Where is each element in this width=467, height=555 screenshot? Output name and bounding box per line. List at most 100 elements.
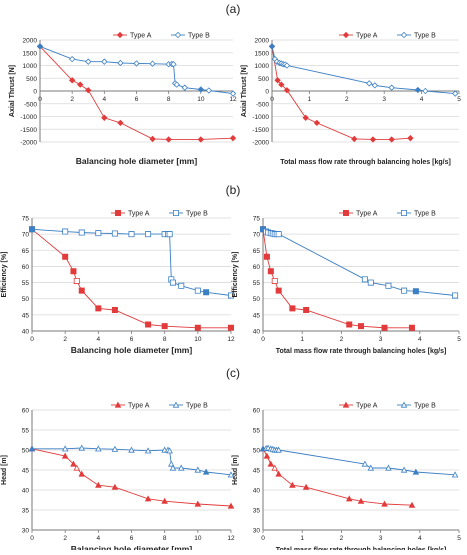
legend-marker — [115, 210, 121, 216]
y-tick-label: 55 — [253, 280, 261, 287]
data-point — [62, 253, 69, 260]
data-point — [414, 86, 422, 94]
y-tick-label: 65 — [22, 248, 30, 255]
series-line-type-b — [39, 45, 234, 95]
data-point — [95, 445, 102, 452]
data-point — [194, 466, 202, 473]
data-point — [169, 464, 177, 471]
x-tick-label: 12 — [227, 336, 235, 343]
x-tick-label: 1 — [308, 96, 312, 103]
panel-label-c: (c) — [226, 366, 240, 380]
x-axis-title: Balancing hole diameter [mm] — [71, 345, 193, 355]
x-tick-label: 3 — [379, 336, 383, 343]
data-point — [85, 87, 92, 94]
x-tick-label: 8 — [167, 96, 171, 103]
x-tick-label: 8 — [163, 535, 167, 542]
data-point — [181, 84, 188, 91]
chart-3: 40 45 50 55 60 65 70 75 0 2 4 6 8 10 12 Balancing hole … — [1, 210, 235, 355]
data-point — [385, 282, 392, 289]
data-point — [61, 452, 69, 459]
data-point — [275, 231, 282, 238]
legend-label: Type B — [186, 211, 208, 218]
data-point — [177, 464, 185, 471]
legend-label: Type B — [414, 403, 436, 410]
legend-label: Type B — [188, 33, 210, 40]
x-tick-label: 4 — [97, 336, 101, 343]
y-tick-label: 45 — [22, 468, 30, 475]
data-point — [78, 229, 85, 236]
y-tick-label: -1500 — [252, 127, 269, 134]
data-point — [101, 58, 108, 65]
data-point — [357, 497, 365, 504]
data-point — [133, 60, 140, 67]
data-point — [128, 231, 135, 238]
data-point — [408, 324, 415, 331]
x-tick-label: 2 — [63, 535, 67, 542]
y-tick-label: 55 — [22, 280, 30, 287]
y-tick-label: 40 — [22, 488, 30, 495]
y-tick-label: 1500 — [23, 50, 38, 57]
y-tick-label: 60 — [253, 408, 261, 415]
data-point — [170, 61, 177, 68]
y-tick-label: 50 — [22, 448, 30, 455]
data-point — [194, 500, 202, 507]
x-tick-label: 10 — [197, 96, 205, 103]
legend-marker — [116, 31, 124, 39]
x-tick-label: 10 — [194, 336, 202, 343]
data-point — [400, 466, 408, 473]
data-point — [313, 119, 321, 127]
data-point — [95, 305, 102, 312]
y-tick-label: 50 — [253, 296, 261, 303]
data-point — [345, 495, 353, 502]
data-point — [111, 307, 118, 314]
data-point — [166, 447, 173, 454]
x-tick-label: 8 — [163, 336, 167, 343]
y-tick-label: 35 — [22, 508, 30, 515]
data-point — [267, 460, 275, 467]
legend-marker — [400, 31, 408, 39]
panel-label-a: (a) — [226, 2, 241, 16]
y-tick-label: 45 — [253, 312, 261, 319]
series-line-type-a — [39, 46, 234, 140]
series-line-type-b — [262, 228, 456, 296]
series-line-type-a — [262, 229, 412, 329]
data-point — [283, 87, 291, 94]
panel-label-b: (b) — [226, 183, 241, 197]
series-line-type-b — [31, 228, 232, 296]
legend-label: Type A — [356, 211, 378, 218]
y-tick-label: 30 — [253, 528, 261, 535]
data-point — [227, 502, 235, 509]
data-point — [263, 253, 270, 260]
x-tick-label: 12 — [227, 535, 235, 542]
y-tick-label: 50 — [253, 448, 261, 455]
data-point — [358, 323, 364, 330]
y-axis-title: Efficiency [%] — [1, 252, 8, 298]
x-tick-label: 3 — [379, 535, 383, 542]
y-tick-label: 30 — [22, 528, 30, 535]
y-axis-title: Head [m] — [232, 455, 239, 485]
legend-label: Type A — [356, 403, 378, 410]
data-point — [111, 445, 119, 452]
y-tick-label: -1000 — [252, 114, 269, 121]
y-tick-label: 500 — [258, 76, 269, 83]
data-point — [412, 468, 420, 475]
data-point — [303, 307, 310, 314]
x-axis-title: Balancing hole diameter [mm] — [71, 544, 193, 550]
legend-marker — [174, 31, 182, 39]
x-tick-label: 5 — [457, 336, 461, 343]
legend-marker — [173, 210, 179, 216]
data-point — [367, 464, 375, 471]
data-point — [70, 268, 77, 275]
legend-marker — [342, 31, 350, 39]
x-tick-label: 4 — [103, 96, 107, 103]
data-point — [73, 277, 80, 284]
data-point — [407, 135, 414, 142]
x-axis-title: Balancing hole diameter [mm] — [76, 156, 198, 166]
data-point — [95, 230, 102, 237]
data-point — [203, 289, 210, 296]
data-point — [77, 81, 84, 88]
chart-6: 30354045505560012345Total mass flow rate… — [232, 401, 461, 554]
data-point — [361, 276, 368, 283]
